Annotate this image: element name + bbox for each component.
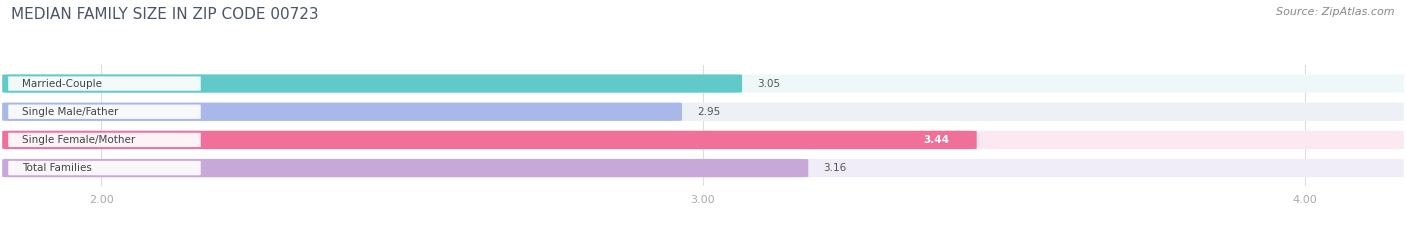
Text: Married-Couple: Married-Couple	[22, 79, 103, 89]
Text: MEDIAN FAMILY SIZE IN ZIP CODE 00723: MEDIAN FAMILY SIZE IN ZIP CODE 00723	[11, 7, 319, 22]
Text: Single Female/Mother: Single Female/Mother	[22, 135, 135, 145]
FancyBboxPatch shape	[3, 74, 1403, 93]
FancyBboxPatch shape	[8, 133, 201, 147]
FancyBboxPatch shape	[3, 159, 1403, 177]
FancyBboxPatch shape	[3, 131, 977, 149]
Text: Single Male/Father: Single Male/Father	[22, 107, 118, 117]
FancyBboxPatch shape	[3, 131, 1403, 149]
FancyBboxPatch shape	[8, 76, 201, 91]
FancyBboxPatch shape	[8, 161, 201, 175]
FancyBboxPatch shape	[8, 105, 201, 119]
Text: 3.44: 3.44	[924, 135, 949, 145]
Text: Total Families: Total Families	[22, 163, 91, 173]
FancyBboxPatch shape	[3, 103, 1403, 121]
Text: 2.95: 2.95	[697, 107, 720, 117]
FancyBboxPatch shape	[3, 159, 808, 177]
FancyBboxPatch shape	[3, 103, 682, 121]
Text: Source: ZipAtlas.com: Source: ZipAtlas.com	[1277, 7, 1395, 17]
Text: 3.05: 3.05	[758, 79, 780, 89]
FancyBboxPatch shape	[3, 74, 742, 93]
Text: 3.16: 3.16	[824, 163, 846, 173]
